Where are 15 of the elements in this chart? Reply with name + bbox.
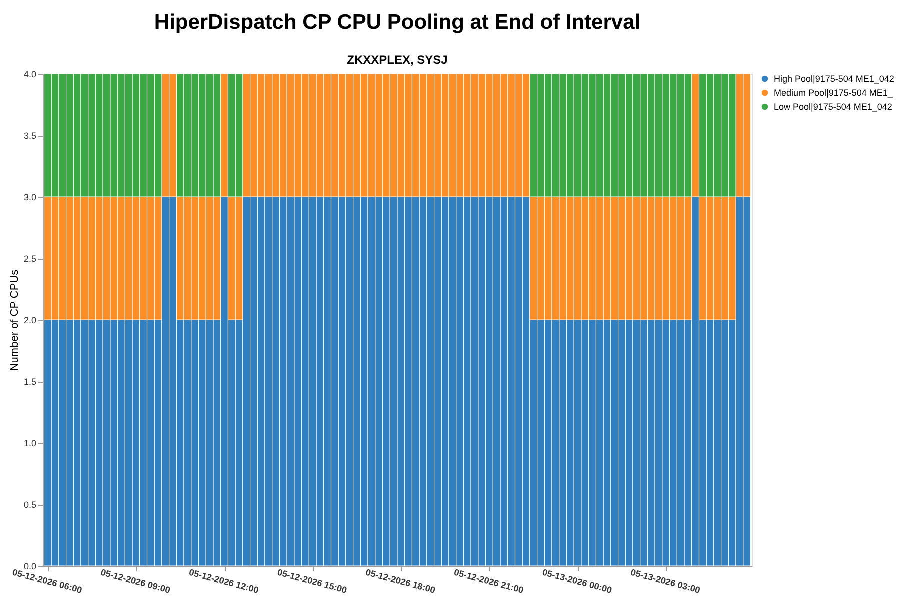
- y-tick-label: 4.0: [24, 70, 36, 80]
- y-tick-label: 0.0: [24, 562, 36, 572]
- y-tick-label: 0.5: [24, 500, 36, 510]
- y-tick-label: 1.0: [24, 438, 36, 448]
- chart-subtitle: ZKXXPLEX, SYSJ: [347, 53, 448, 67]
- y-axis-title: Number of CP CPUs: [8, 269, 21, 372]
- legend-label: Low Pool|9175-504 ME1_042: [774, 102, 892, 112]
- y-tick-label: 3.5: [24, 131, 36, 141]
- legend-label: Medium Pool|9175-504 ME1_: [774, 88, 894, 98]
- y-tick-label: 2.0: [24, 316, 36, 326]
- chart-title: HiperDispatch CP CPU Pooling at End of Interval: [154, 11, 641, 34]
- legend-label: High Pool|9175-504 ME1_042: [774, 74, 894, 84]
- y-tick-label: 1.5: [24, 377, 36, 387]
- y-tick-label: 2.5: [24, 254, 36, 264]
- y-tick-label: 3.0: [24, 192, 36, 202]
